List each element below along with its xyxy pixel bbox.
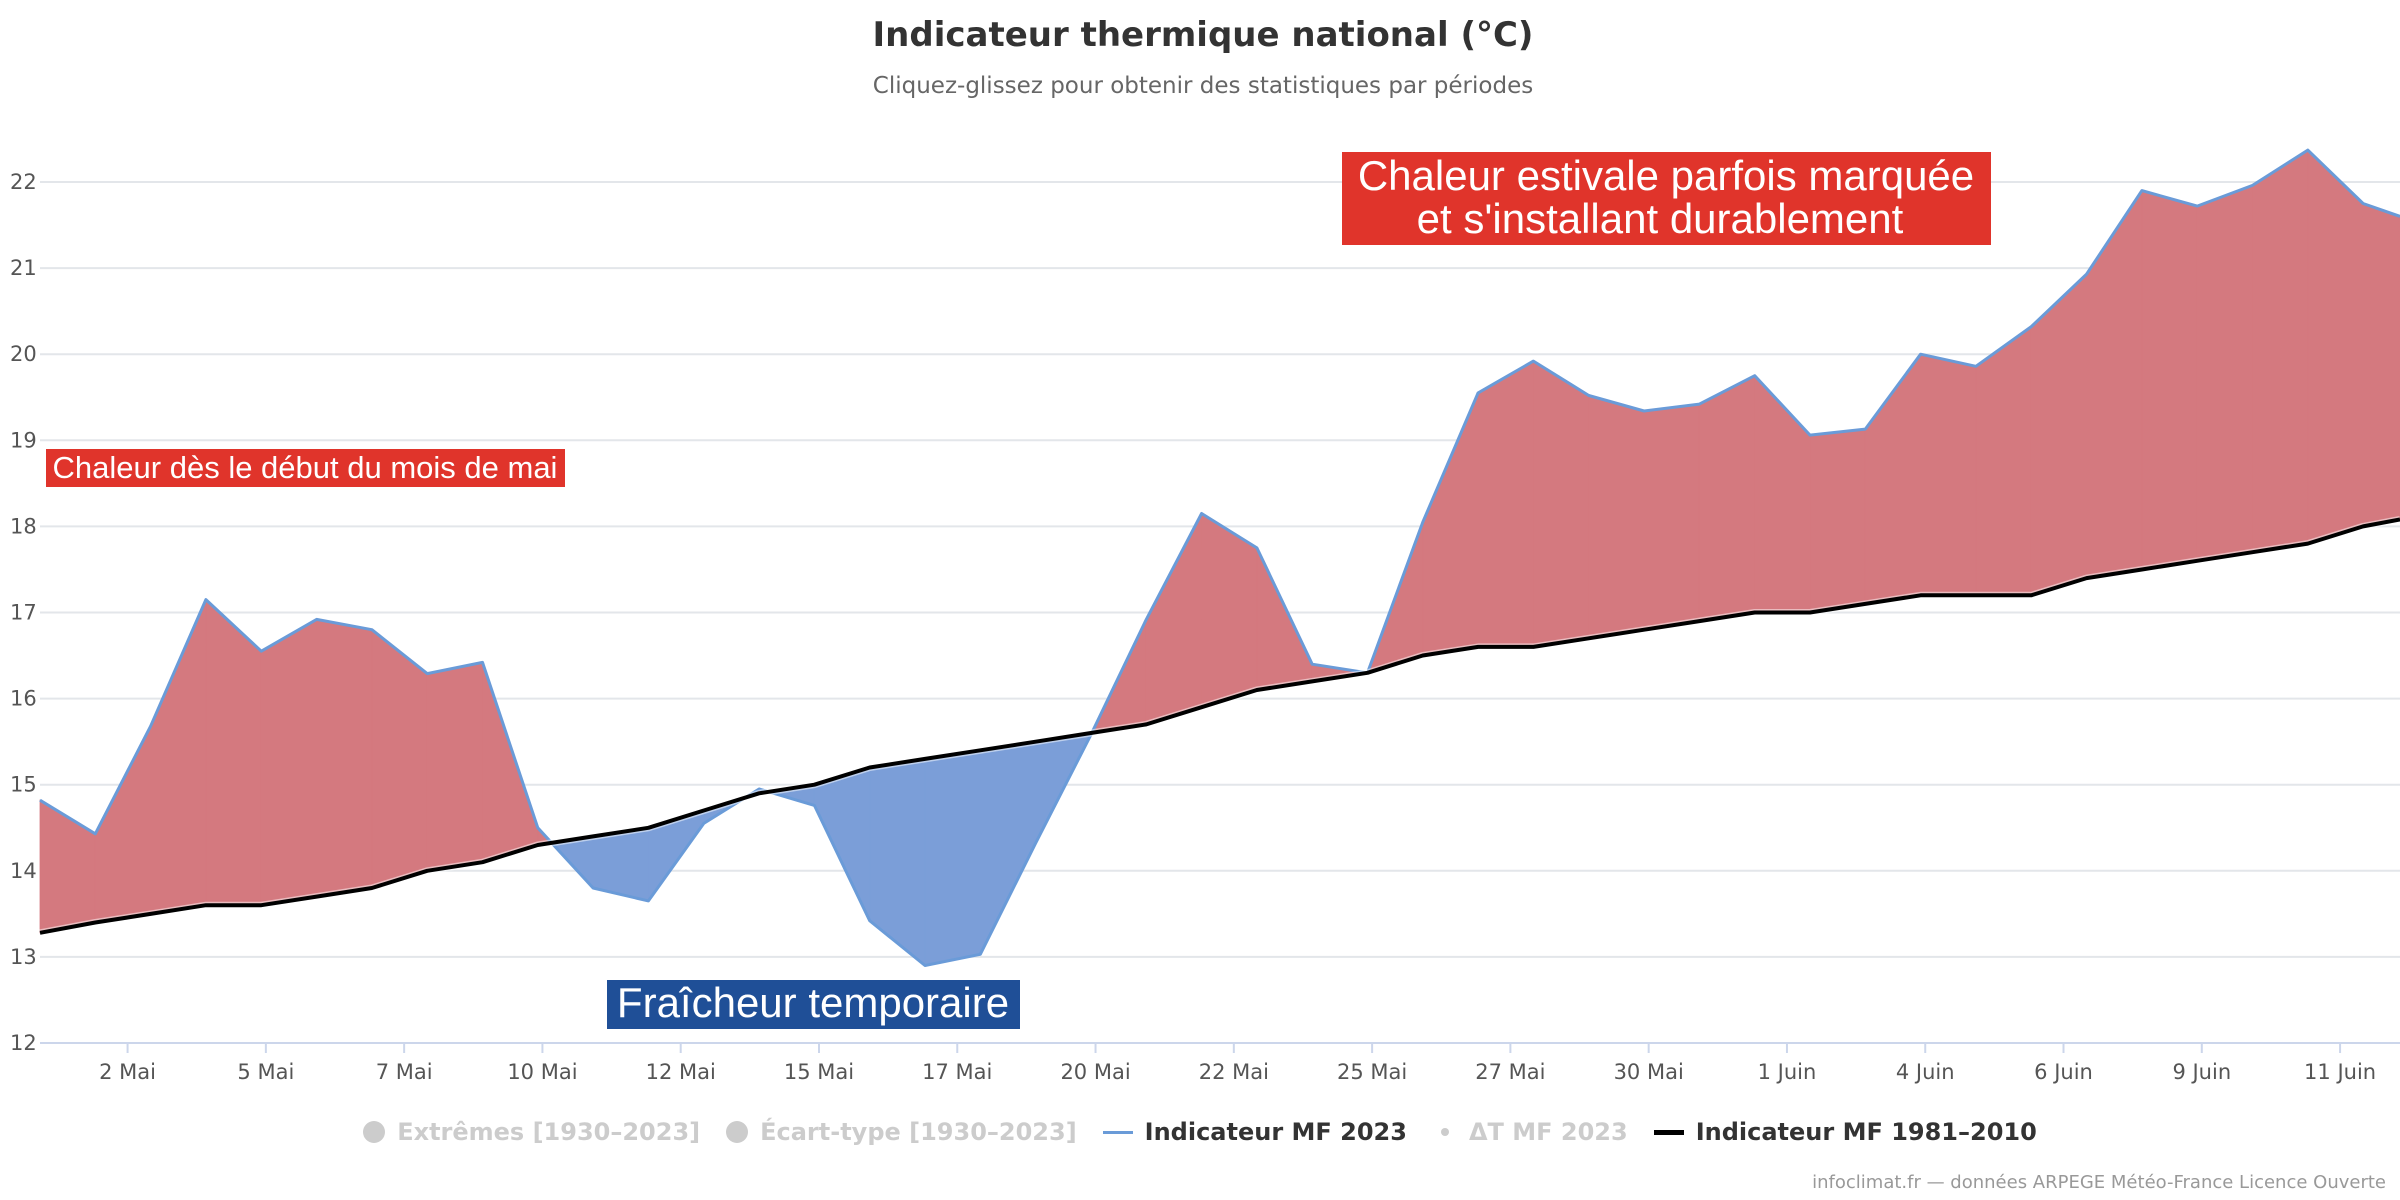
y-tick-label: 18 xyxy=(10,514,37,538)
annotation-temporary-cool-box xyxy=(607,980,1020,1029)
deviation-area xyxy=(1754,374,1811,613)
series-line-mf-1981-2010[interactable] xyxy=(39,517,2400,935)
x-tick-label: 9 Juin xyxy=(2172,1060,2231,1084)
deviation-area xyxy=(924,749,981,966)
x-tick-label: 30 Mai xyxy=(1614,1060,1684,1084)
annotation-early-may: Chaleur dès le début du mois de mai xyxy=(46,449,565,487)
legend-label: Indicateur MF 2023 xyxy=(1144,1118,1407,1146)
deviation-area xyxy=(482,662,539,863)
deviation-area xyxy=(2030,273,2087,596)
y-tick-label: 14 xyxy=(10,859,37,883)
legend-item-mf-2023[interactable]: Indicateur MF 2023 xyxy=(1102,1118,1407,1146)
annotation-summer-heat-line-1: Chaleur estivale parfois marquée xyxy=(1358,152,1974,199)
legend-circle-icon xyxy=(363,1121,386,1143)
legend-item-std-dev[interactable]: Écart-type [1930–2023] xyxy=(726,1118,1077,1146)
x-tick-label: 22 Mai xyxy=(1199,1060,1269,1084)
deviation-area xyxy=(1588,395,1645,639)
annotation-summer-heat-line-2: et s'installant durablement xyxy=(1417,195,1904,242)
deviation-area xyxy=(150,599,207,915)
x-tick-label: 2 Mai xyxy=(99,1060,156,1084)
annotation-early-may-box xyxy=(46,449,565,487)
chart-legend: Extrêmes [1930–2023] Écart-type [1930–20… xyxy=(0,1118,2400,1146)
x-tick-label: 15 Mai xyxy=(784,1060,854,1084)
y-tick-label: 19 xyxy=(10,428,37,452)
y-tick-label: 15 xyxy=(10,773,37,797)
deviation-area xyxy=(94,725,152,923)
x-tick-label: 11 Juin xyxy=(2304,1060,2376,1084)
deviation-area xyxy=(426,661,483,872)
deviation-area xyxy=(1698,375,1756,622)
y-tick-label: 16 xyxy=(10,687,37,711)
deviation-area xyxy=(39,799,96,934)
deviation-area xyxy=(2362,202,2400,527)
fill-areas xyxy=(39,149,2400,967)
legend-label: Indicateur MF 1981–2010 xyxy=(1695,1118,2037,1146)
x-tick-label: 5 Mai xyxy=(237,1060,294,1084)
axes: 12 13 14 15 16 17 18 19 20 21 22 2 Mai 5 Mai 7 Mai 10 … xyxy=(10,170,2400,1084)
legend-item-delta-t[interactable]: ΔT MF 2023 xyxy=(1433,1118,1628,1146)
deviation-area xyxy=(316,618,373,898)
deviation-area xyxy=(813,766,871,921)
deviation-area xyxy=(2196,184,2253,562)
x-tick-label: 20 Mai xyxy=(1060,1060,1130,1084)
y-tick-label: 13 xyxy=(10,945,37,969)
legend-circle-icon xyxy=(726,1121,749,1143)
chart-subtitle: Cliquez-glissez pour obtenir des statist… xyxy=(873,73,1533,99)
annotation-temporary-cool: Fraîcheur temporaire xyxy=(607,979,1020,1029)
annotation-summer-heat-box xyxy=(1342,152,1991,245)
deviation-area xyxy=(1477,360,1534,648)
deviation-area xyxy=(2252,149,2309,553)
deviation-area xyxy=(2141,190,2198,570)
legend-label: ΔT MF 2023 xyxy=(1468,1118,1628,1146)
x-tick-label: 25 Mai xyxy=(1337,1060,1407,1084)
legend-label: Extrêmes [1930–2023] xyxy=(397,1118,701,1146)
chart-credits[interactable]: infoclimat.fr — données ARPEGE Météo-Fra… xyxy=(1812,1172,2386,1193)
deviation-area xyxy=(2307,149,2364,545)
x-tick-label: 6 Juin xyxy=(2034,1060,2093,1084)
deviation-area xyxy=(1422,392,1479,657)
deviation-area xyxy=(979,741,1037,955)
x-tick-label: 7 Mai xyxy=(376,1060,433,1084)
deviation-area xyxy=(1920,353,1977,596)
legend-item-extremes[interactable]: Extrêmes [1930–2023] xyxy=(363,1118,700,1146)
y-tick-label: 17 xyxy=(10,601,37,625)
y-tick-label: 22 xyxy=(10,170,37,194)
deviation-area xyxy=(1533,360,1590,648)
series-line-mf-2023[interactable] xyxy=(39,148,2400,967)
x-tick-label: 27 Mai xyxy=(1475,1060,1545,1084)
deviation-area xyxy=(869,758,926,967)
deviation-area xyxy=(1643,403,1700,631)
annotation-early-may-text: Chaleur dès le début du mois de mai xyxy=(53,450,558,485)
deviation-area xyxy=(1975,325,2032,596)
x-tick-label: 17 Mai xyxy=(922,1060,992,1084)
annotation-temporary-cool-text: Fraîcheur temporaire xyxy=(617,979,1009,1026)
legend-item-mf-1981-2010[interactable]: Indicateur MF 1981–2010 xyxy=(1653,1118,2037,1146)
deviation-area xyxy=(1145,513,1202,725)
y-tick-label: 12 xyxy=(10,1031,37,1055)
deviation-area xyxy=(1256,547,1313,691)
legend-label: Écart-type [1930–2023] xyxy=(760,1118,1077,1146)
chart-title: Indicateur thermique national (°C) xyxy=(873,15,1534,55)
series-lines[interactable] xyxy=(39,148,2400,967)
legend-dot-icon xyxy=(1440,1128,1449,1136)
deviation-area xyxy=(2086,189,2143,579)
annotation-summer-heat: Chaleur estivale parfois marquée et s'in… xyxy=(1342,152,1991,245)
x-tick-label: 10 Mai xyxy=(507,1060,577,1084)
y-tick-label: 20 xyxy=(10,342,37,366)
deviation-area xyxy=(260,618,317,906)
x-tick-label: 4 Juin xyxy=(1896,1060,1955,1084)
x-tick-label: 1 Juin xyxy=(1758,1060,1817,1084)
deviation-area xyxy=(1809,428,1866,613)
y-tick-label: 21 xyxy=(10,256,37,280)
legend-line-icon xyxy=(1653,1129,1684,1135)
legend-line-icon xyxy=(1102,1130,1133,1134)
x-tick-label: 12 Mai xyxy=(646,1060,716,1084)
